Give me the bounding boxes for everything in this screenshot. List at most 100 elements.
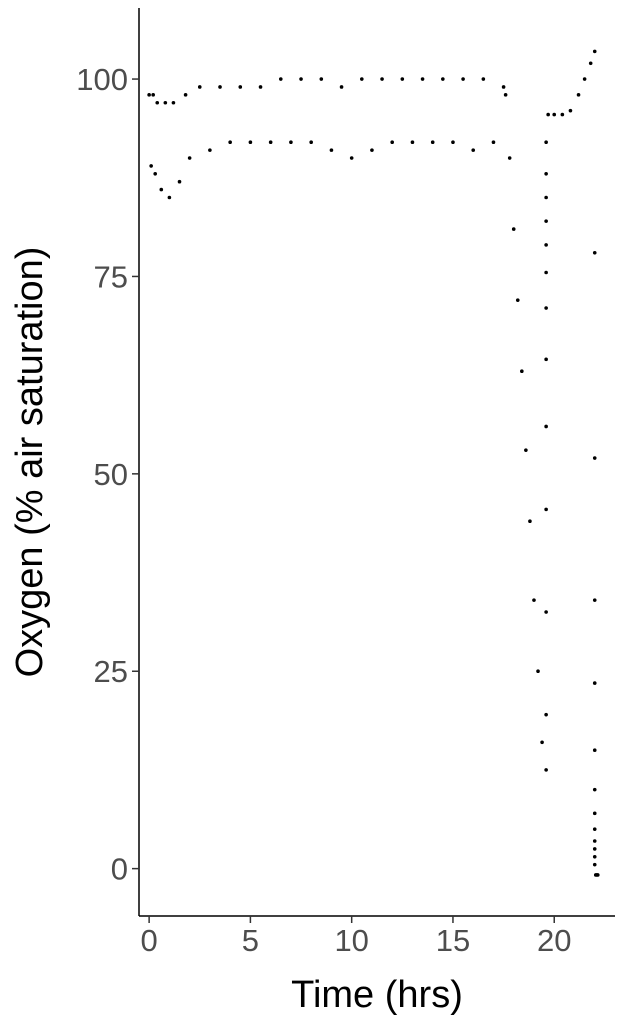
data-point — [544, 270, 548, 275]
data-point — [461, 77, 465, 81]
data-point — [410, 140, 415, 145]
data-point — [560, 112, 565, 117]
data-point — [151, 93, 155, 97]
data-point — [592, 681, 597, 685]
data-point — [167, 195, 172, 200]
data-point — [171, 100, 176, 105]
data-point — [420, 77, 425, 81]
data-point — [592, 598, 597, 602]
x-tick-label: 10 — [334, 923, 368, 958]
data-point — [592, 862, 597, 867]
data-point — [147, 93, 151, 97]
data-point — [540, 740, 544, 745]
data-point — [390, 140, 394, 145]
data-point — [515, 298, 520, 302]
data-point — [503, 93, 508, 97]
data-point — [544, 712, 548, 717]
y-tick-label: 25 — [94, 654, 128, 689]
data-point — [238, 85, 243, 89]
x-tick-label: 20 — [537, 923, 571, 958]
y-tick-label: 75 — [94, 259, 128, 294]
axes — [138, 8, 615, 917]
data-point — [544, 507, 548, 512]
data-point — [208, 148, 212, 152]
data-point — [451, 140, 455, 145]
data-point — [592, 854, 597, 859]
data-point — [592, 250, 597, 255]
data-point — [544, 195, 548, 200]
data-point — [197, 85, 202, 89]
y-tick-label: 50 — [94, 457, 128, 492]
data-point — [544, 610, 548, 614]
data-points — [147, 49, 600, 877]
data-point — [163, 100, 168, 105]
data-point — [592, 827, 597, 831]
data-point — [491, 140, 496, 145]
x-tick-label: 15 — [436, 923, 470, 958]
data-point — [544, 140, 548, 145]
data-point — [339, 85, 344, 89]
x-axis-title: Time (hrs) — [291, 974, 463, 1016]
data-point — [595, 873, 600, 877]
data-point — [155, 100, 160, 105]
data-point — [349, 156, 354, 160]
data-point — [481, 77, 486, 81]
data-point — [592, 811, 597, 816]
data-point — [360, 77, 364, 81]
data-point — [228, 140, 232, 145]
data-point — [592, 839, 597, 843]
data-point — [289, 140, 293, 145]
data-point — [299, 77, 303, 81]
data-point — [592, 787, 597, 792]
data-point — [528, 519, 532, 524]
data-point — [544, 219, 548, 223]
x-tick-label: 5 — [242, 923, 259, 958]
data-point — [532, 598, 536, 602]
data-point — [258, 85, 263, 89]
data-point — [544, 424, 548, 429]
data-point — [544, 243, 548, 247]
data-point — [592, 456, 597, 460]
data-point — [544, 172, 548, 176]
data-point — [248, 140, 253, 145]
data-point — [149, 164, 153, 168]
data-point — [329, 148, 334, 152]
data-point — [430, 140, 435, 145]
data-point — [278, 77, 283, 81]
data-point — [268, 140, 273, 145]
data-point — [319, 77, 324, 81]
data-point — [536, 669, 540, 674]
data-point — [592, 49, 597, 54]
y-axis-title: Oxygen (% air saturation) — [9, 247, 51, 678]
data-point — [218, 85, 222, 89]
data-point — [511, 227, 516, 231]
data-point — [520, 369, 524, 374]
y-tick-label: 100 — [76, 62, 128, 97]
data-point — [177, 179, 182, 184]
data-point — [507, 156, 512, 160]
y-tick-label: 0 — [111, 852, 128, 887]
data-point — [183, 93, 188, 97]
x-tick-label: 0 — [141, 923, 158, 958]
data-point — [309, 140, 313, 145]
data-point — [546, 112, 550, 117]
data-point — [153, 172, 157, 176]
data-point — [159, 187, 164, 192]
data-point — [524, 448, 528, 452]
data-point — [582, 77, 587, 81]
axis-ticks: 0 5 10 15 20 0 25 50 75 100 — [76, 62, 571, 958]
data-point — [501, 85, 506, 89]
data-point — [380, 77, 384, 81]
data-point — [592, 847, 597, 851]
data-point — [187, 156, 192, 160]
data-point — [588, 61, 593, 66]
data-point — [544, 357, 548, 362]
data-point — [544, 768, 548, 772]
data-point — [552, 112, 557, 117]
data-point — [576, 93, 581, 97]
data-point — [441, 77, 445, 81]
data-point — [400, 77, 405, 81]
data-point — [544, 306, 548, 310]
data-point — [471, 148, 476, 152]
